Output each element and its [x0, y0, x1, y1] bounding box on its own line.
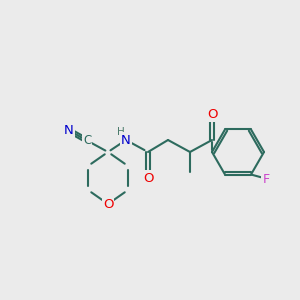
Text: N: N: [121, 134, 131, 146]
Text: O: O: [143, 172, 153, 184]
Text: O: O: [103, 199, 113, 212]
Text: F: F: [262, 173, 270, 186]
Text: H: H: [117, 127, 125, 137]
Text: N: N: [64, 124, 74, 136]
Text: O: O: [207, 107, 217, 121]
Text: C: C: [83, 134, 91, 146]
